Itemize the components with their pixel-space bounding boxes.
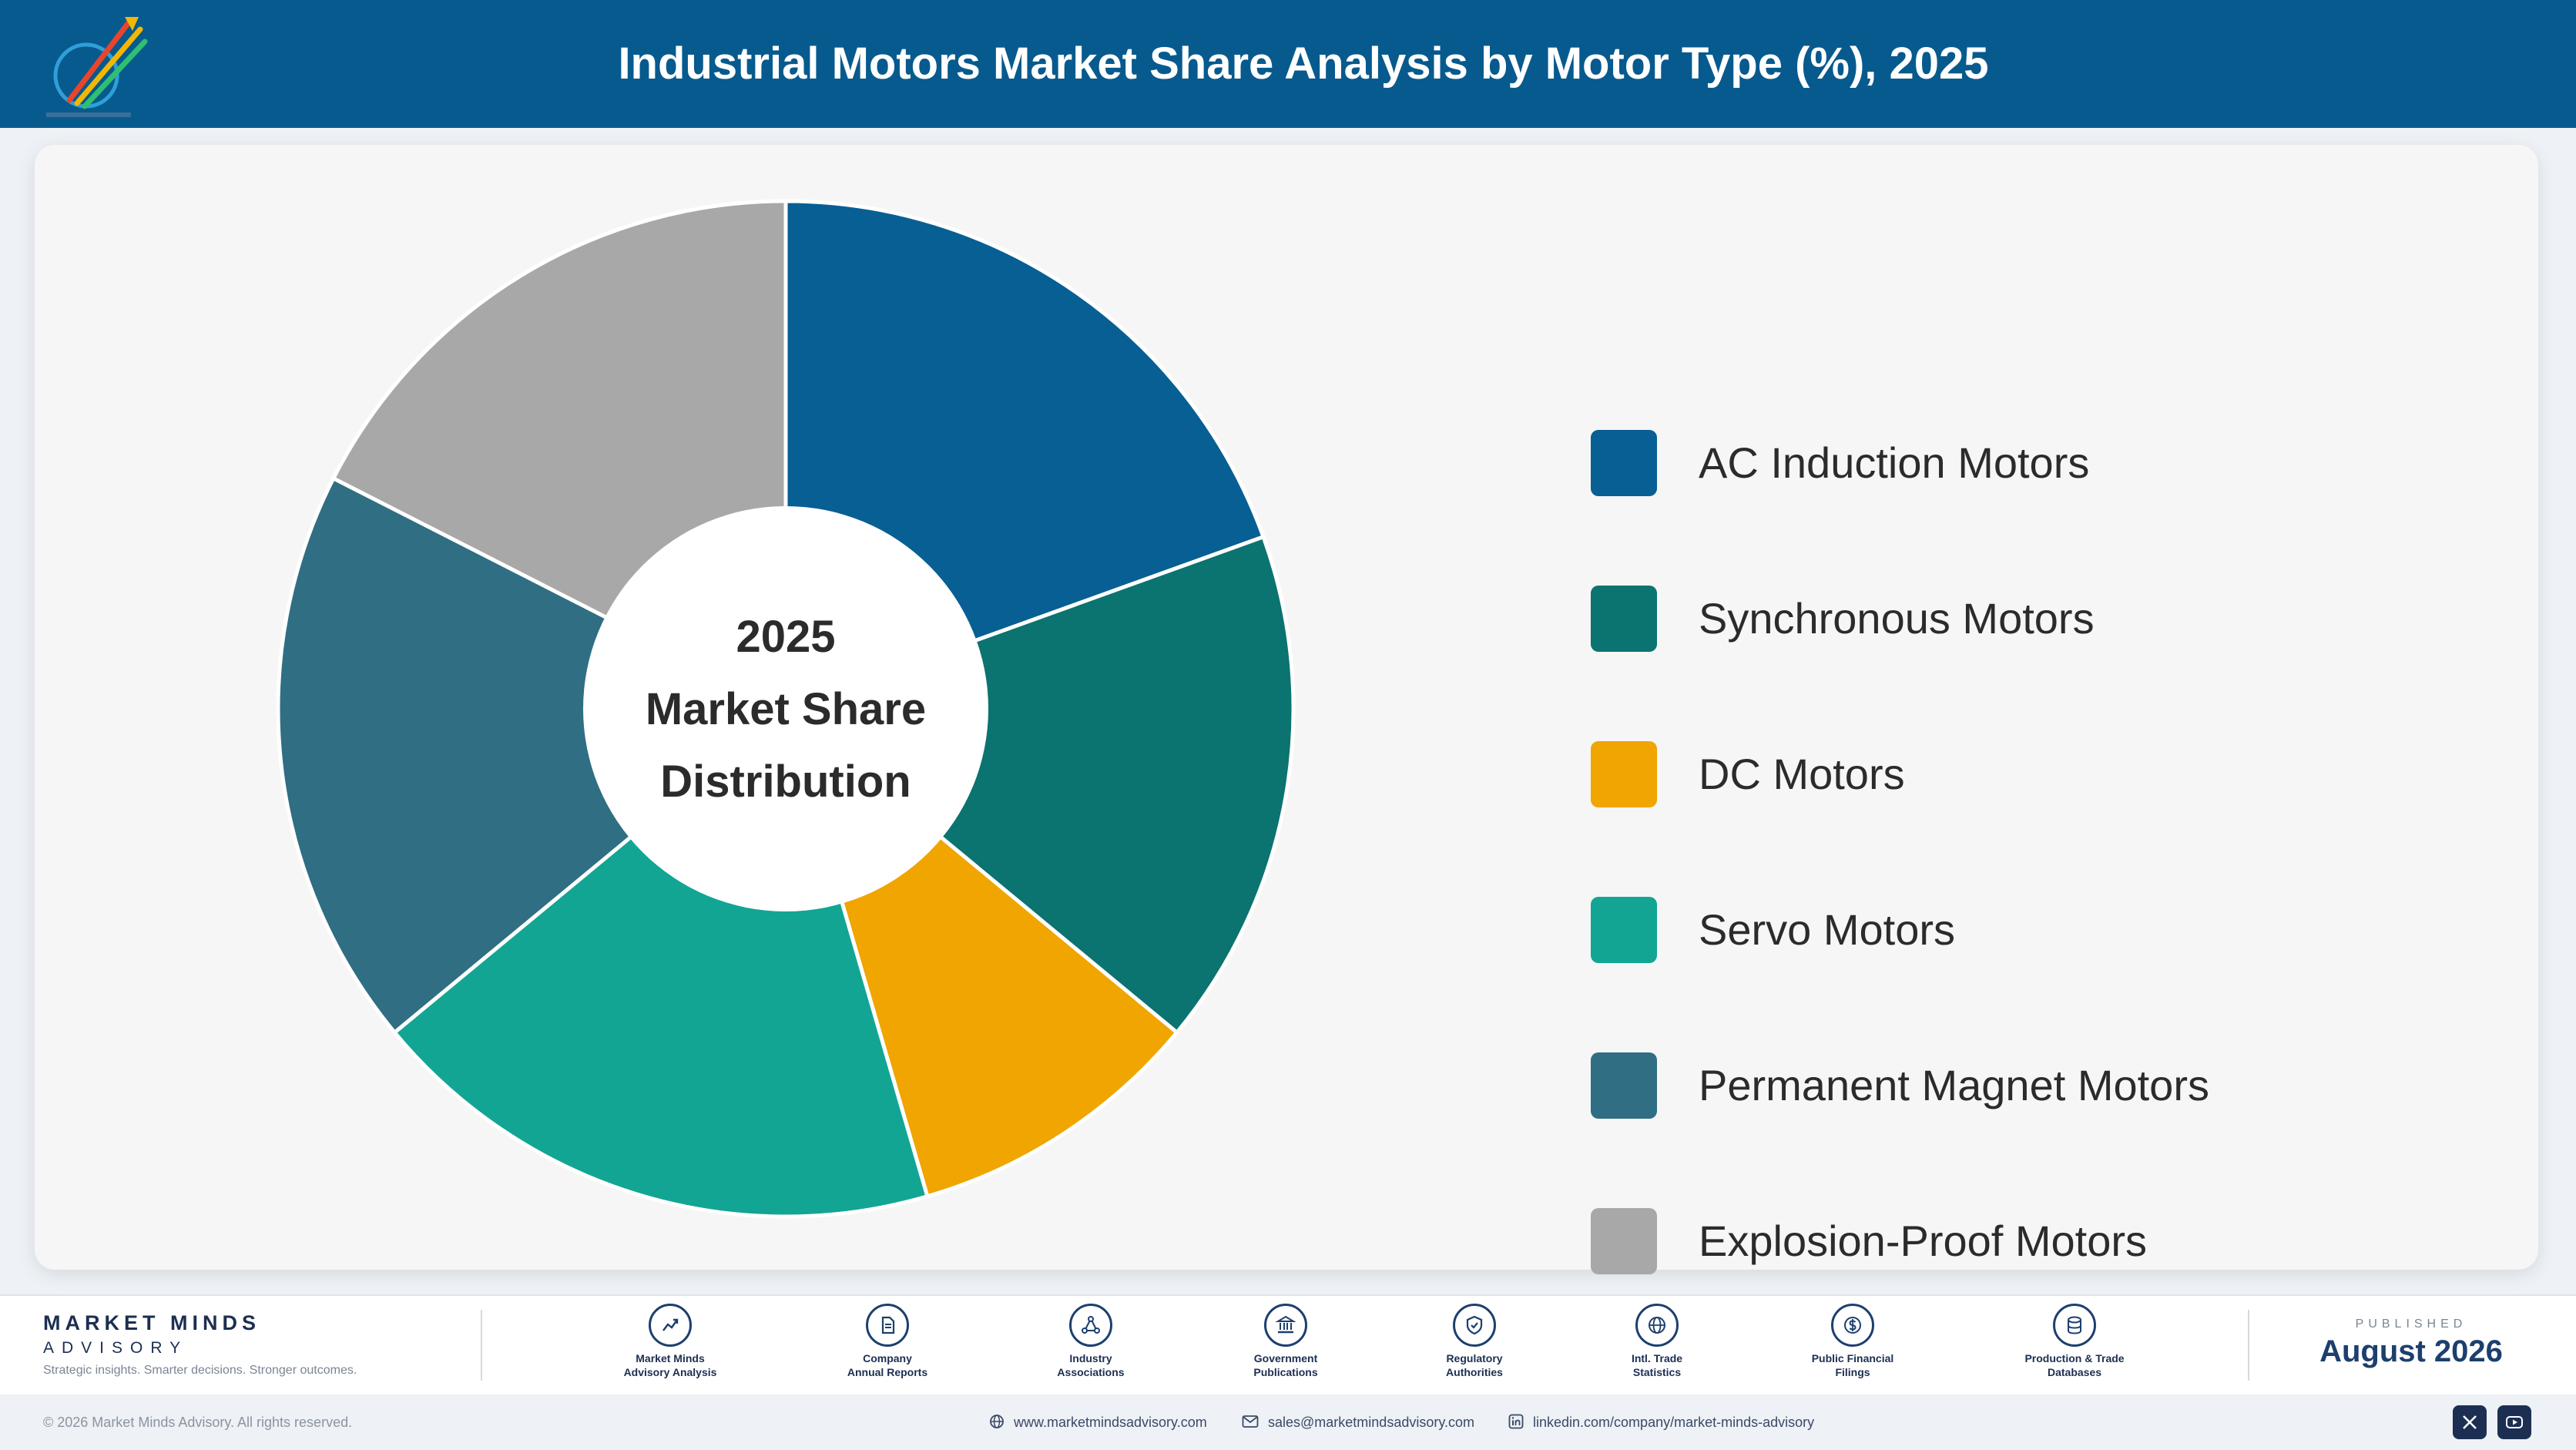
linkedin-link[interactable]: linkedin.com/company/market-minds-adviso…: [1508, 1395, 1814, 1450]
legend-item: Servo Motors: [1591, 897, 2500, 963]
shield-check-icon: [1453, 1304, 1496, 1347]
rising-arrows-logo-icon: [46, 17, 148, 117]
source-label: Government Publications: [1253, 1352, 1318, 1378]
donut-chart: 2025 Market Share Distribution: [276, 199, 1296, 1219]
source-label: Regulatory Authorities: [1446, 1352, 1503, 1378]
footer: MARKET MINDS ADVISORY Strategic insights…: [0, 1294, 2576, 1395]
source-label: Intl. Trade Statistics: [1631, 1352, 1683, 1378]
email-link[interactable]: sales@marketmindsadvisory.com: [1242, 1395, 1474, 1450]
legend-item: Permanent Magnet Motors: [1591, 1052, 2500, 1119]
legend-swatch: [1591, 1208, 1657, 1274]
trend-chart-icon: [649, 1304, 692, 1347]
legend-swatch: [1591, 741, 1657, 807]
footer-divider: [481, 1310, 482, 1381]
center-label-line-3: Distribution: [660, 757, 911, 807]
globe-icon: [1635, 1304, 1679, 1347]
network-icon: [1069, 1304, 1112, 1347]
source-label: Public Financial Filings: [1811, 1352, 1894, 1378]
website-text: www.marketmindsadvisory.com: [1014, 1415, 1207, 1430]
legend-label: Explosion-Proof Motors: [1699, 1217, 2148, 1265]
header-bar: Industrial Motors Market Share Analysis …: [0, 0, 2576, 128]
center-label-line-1: 2025: [736, 612, 835, 662]
donut-center-hole: [583, 506, 988, 911]
brand-tagline: Strategic insights. Smarter decisions. S…: [43, 1364, 357, 1377]
chart-panel: 2025 Market Share Distribution AC Induct…: [35, 145, 2538, 1274]
source-item: Intl. Trade Statistics: [1572, 1304, 1742, 1379]
source-label: Production & Trade Databases: [2024, 1352, 2125, 1378]
legend-label: Synchronous Motors: [1699, 594, 2095, 643]
legend-label: Permanent Magnet Motors: [1699, 1061, 2209, 1109]
pie-slice-synchronous-motors: [782, 534, 1296, 1035]
page-title: Industrial Motors Market Share Analysis …: [618, 39, 1989, 89]
mail-icon: [1242, 1415, 1259, 1428]
government-building-icon: [1264, 1304, 1307, 1347]
x-social-button[interactable]: [2453, 1405, 2487, 1439]
center-label-line-2: Market Share: [646, 684, 926, 734]
brand-name: MARKET MINDS: [43, 1311, 260, 1334]
email-text: sales@marketmindsadvisory.com: [1268, 1415, 1475, 1430]
published-label: PUBLISHED: [2355, 1317, 2467, 1331]
legend-swatch: [1591, 897, 1657, 963]
source-item: Company Annual Reports: [803, 1304, 972, 1379]
legend-item: Synchronous Motors: [1591, 586, 2500, 652]
legend-swatch: [1591, 430, 1657, 496]
source-item: Industry Associations: [1006, 1304, 1176, 1379]
linkedin-text: linkedin.com/company/market-minds-adviso…: [1533, 1415, 1815, 1430]
bottom-bar: © 2026 Market Minds Advisory. All rights…: [0, 1395, 2576, 1450]
source-item: Public Financial Filings: [1768, 1304, 1937, 1379]
brand-subtitle: ADVISORY: [43, 1339, 189, 1357]
chart-legend: AC Induction Motors Synchronous Motors DC …: [1591, 430, 2500, 1364]
source-label: Market Minds Advisory Analysis: [623, 1352, 717, 1378]
linkedin-icon: [1508, 1414, 1524, 1429]
legend-swatch: [1591, 1052, 1657, 1119]
youtube-icon: [2506, 1416, 2523, 1428]
legend-label: DC Motors: [1699, 750, 1905, 798]
source-item: Government Publications: [1201, 1304, 1370, 1379]
youtube-social-button[interactable]: [2497, 1405, 2531, 1439]
database-icon: [2053, 1304, 2096, 1347]
source-label: Industry Associations: [1057, 1352, 1125, 1378]
legend-item: Explosion-Proof Motors: [1591, 1208, 2500, 1274]
source-item: Market Minds Advisory Analysis: [585, 1304, 755, 1379]
source-label: Company Annual Reports: [847, 1352, 928, 1378]
legend-item: AC Induction Motors: [1591, 430, 2500, 496]
currency-icon: [1831, 1304, 1874, 1347]
published-date: August 2026: [2319, 1334, 2503, 1368]
pie-slice-permanent-magnet-motors: [276, 475, 790, 1035]
document-icon: [866, 1304, 909, 1347]
source-item: Production & Trade Databases: [1990, 1304, 2159, 1379]
website-link[interactable]: www.marketmindsadvisory.com: [989, 1395, 1207, 1450]
legend-swatch: [1591, 586, 1657, 652]
footer-divider: [2248, 1310, 2249, 1381]
legend-label: AC Induction Motors: [1699, 438, 2090, 487]
legend-item: DC Motors: [1591, 741, 2500, 807]
x-icon: [2463, 1415, 2477, 1429]
source-item: Regulatory Authorities: [1390, 1304, 1559, 1379]
legend-label: Servo Motors: [1699, 905, 1955, 954]
globe-icon: [990, 1415, 1004, 1429]
copyright-text: © 2026 Market Minds Advisory. All rights…: [43, 1415, 353, 1430]
